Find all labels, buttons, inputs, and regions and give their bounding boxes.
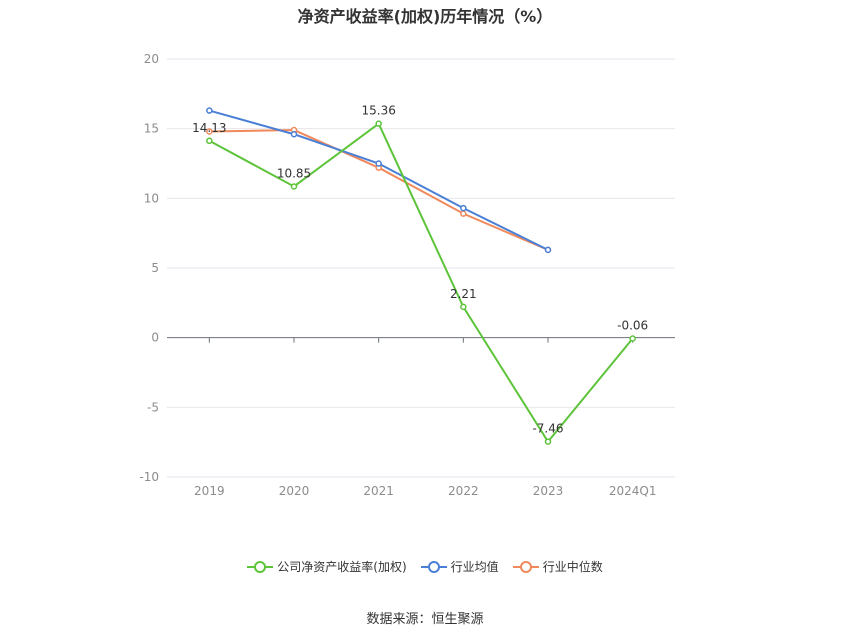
- data-point: [206, 128, 213, 135]
- data-label: 2.21: [450, 287, 477, 301]
- x-tick-label: 2020: [279, 484, 310, 498]
- data-point: [629, 335, 636, 342]
- data-label: 10.85: [277, 166, 311, 180]
- data-labels: 14.13 10.85 15.36 2.21 -7.46 -0.06: [192, 104, 648, 436]
- y-tick-label: 20: [144, 52, 159, 66]
- legend-item[interactable]: 行业均值: [420, 558, 499, 575]
- legend-label: 行业中位数: [542, 560, 603, 574]
- data-label: 14.13: [192, 121, 226, 135]
- series-lines: [206, 107, 636, 445]
- x-tick-label: 2024Q1: [609, 484, 657, 498]
- legend-marker-icon: [512, 560, 539, 574]
- legend-marker-icon: [420, 560, 447, 574]
- chart-title: 净资产收益率(加权)历年情况（%）: [297, 7, 553, 26]
- x-tick-label: 2023: [533, 484, 564, 498]
- data-point: [544, 438, 552, 445]
- y-tick-label: -10: [139, 470, 159, 484]
- legend-marker-dot: [427, 560, 440, 573]
- data-point: [460, 303, 467, 311]
- data-source-note: 数据来源：恒生聚源: [366, 612, 484, 627]
- data-point: [206, 107, 213, 114]
- data-point: [375, 120, 382, 127]
- legend: 公司净资产收益率(加权) 行业均值 行业中位数: [0, 558, 850, 575]
- legend-label: 公司净资产收益率(加权): [277, 560, 407, 574]
- data-point: [290, 130, 298, 138]
- legend-item[interactable]: 公司净资产收益率(加权): [247, 558, 407, 575]
- data-label: 15.36: [361, 104, 395, 118]
- x-tick-label: 2019: [194, 484, 225, 498]
- data-point: [460, 210, 467, 217]
- axes: 20 15 10 5 0 -5 -10 2019 2020 2021 2022 2023 2024Q1: [139, 52, 675, 498]
- series-line: [208, 122, 634, 444]
- y-tick-label: 10: [144, 191, 159, 205]
- legend-item[interactable]: 行业中位数: [512, 558, 603, 575]
- data-point: [544, 246, 552, 254]
- data-point: [290, 183, 298, 190]
- legend-marker-dot: [519, 560, 532, 573]
- legend-label: 行业均值: [450, 560, 499, 574]
- grid-lines: [167, 58, 675, 478]
- y-tick-label: -5: [147, 400, 159, 414]
- data-label: -7.46: [532, 422, 563, 436]
- series-line: [209, 129, 549, 251]
- data-point: [460, 204, 467, 212]
- data-point: [375, 160, 382, 167]
- x-tick-label: 2021: [363, 484, 394, 498]
- y-tick-label: 15: [144, 122, 159, 136]
- data-point: [206, 137, 213, 145]
- data-label: -0.06: [617, 319, 648, 333]
- legend-marker-icon: [247, 560, 274, 574]
- y-tick-label: 0: [151, 331, 159, 345]
- x-tick-label: 2022: [448, 484, 479, 498]
- legend-marker-dot: [254, 560, 267, 573]
- y-tick-label: 5: [151, 261, 159, 275]
